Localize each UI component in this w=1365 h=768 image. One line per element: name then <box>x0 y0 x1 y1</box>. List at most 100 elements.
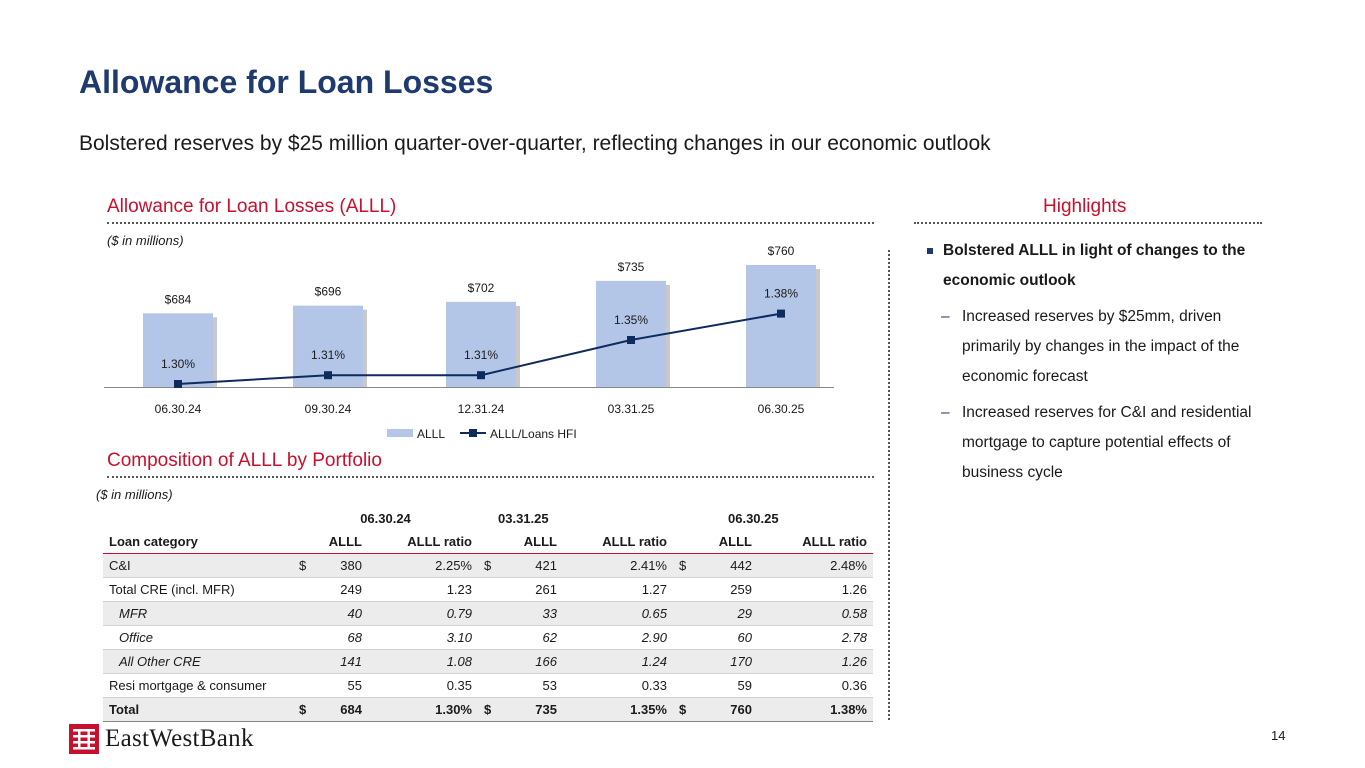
table-cell-ratio: 0.79 <box>368 601 478 626</box>
page-number: 14 <box>1271 728 1286 743</box>
highlights-list: Bolstered ALLL in light of changes to th… <box>917 236 1262 488</box>
table-cell-ratio: 1.35% <box>563 697 673 722</box>
legend-label-alll: ALLL <box>417 427 445 441</box>
table-row: Total $684 1.30% $735 1.35% $760 1.38% <box>103 697 873 722</box>
cell-value: 760 <box>730 702 752 717</box>
table-cell-ratio: 3.10 <box>368 625 478 650</box>
table-cell-alll: 55 <box>293 673 368 698</box>
period-header: 03.31.25 <box>498 511 549 526</box>
line-marker <box>477 371 485 380</box>
table-cell-alll: 68 <box>293 625 368 650</box>
currency-sign: $ <box>299 558 307 573</box>
row-label: C&I <box>103 553 293 578</box>
currency-sign: $ <box>484 702 492 717</box>
legend-label-ratio: ALLL/Loans HFI <box>490 427 577 441</box>
highlight-sub-item: – Increased reserves by $25mm, driven pr… <box>917 302 1262 392</box>
chart-units-label: ($ in millions) <box>107 233 184 248</box>
table-cell-ratio: 0.65 <box>563 601 673 626</box>
highlights-divider <box>914 222 1262 224</box>
logo-mark-icon <box>69 724 99 754</box>
table-cell-ratio: 1.26 <box>758 577 873 602</box>
chart-section-heading: Allowance for Loan Losses (ALLL) <box>107 196 397 217</box>
table-cell-ratio: 0.36 <box>758 673 873 698</box>
table-cell-ratio: 1.27 <box>563 577 673 602</box>
bar-value-label: $760 <box>768 244 795 258</box>
bar-value-label: $702 <box>468 281 495 295</box>
table-cell-alll: 249 <box>293 577 368 602</box>
highlight-sub-text: Increased reserves by $25mm, driven prim… <box>962 308 1240 385</box>
bar-alll <box>143 313 213 387</box>
table-cell-alll: 170 <box>673 649 758 674</box>
table-cell-alll: $421 <box>478 553 563 578</box>
cell-value: 421 <box>535 558 557 573</box>
table-cell-ratio: 2.78 <box>758 625 873 650</box>
line-marker <box>174 380 182 388</box>
line-value-label: 1.38% <box>764 287 798 301</box>
table-cell-alll: $442 <box>673 553 758 578</box>
table-cell-ratio: 0.58 <box>758 601 873 626</box>
table-row: MFR 40 0.79 33 0.65 29 0.58 <box>103 601 873 626</box>
column-header: ALLL ratio <box>758 530 873 554</box>
column-header: ALLL <box>478 530 563 554</box>
row-label: Total CRE (incl. MFR) <box>103 577 293 602</box>
bar-value-label: $696 <box>315 285 342 299</box>
column-header: Loan category <box>103 530 293 554</box>
table-cell-ratio: 2.90 <box>563 625 673 650</box>
table-period-row: 06.30.24 03.31.25 06.30.25 <box>103 507 873 530</box>
row-label: MFR <box>103 601 293 626</box>
x-tick-label: 06.30.24 <box>155 402 202 416</box>
table-cell-alll: 166 <box>478 649 563 674</box>
cell-value: 380 <box>340 558 362 573</box>
table-cell-alll: 261 <box>478 577 563 602</box>
table-cell-ratio: 0.33 <box>563 673 673 698</box>
table-cell-alll: 29 <box>673 601 758 626</box>
table-section-divider <box>107 476 874 478</box>
table-row: Office 68 3.10 62 2.90 60 2.78 <box>103 625 873 650</box>
allll-composition-table: 06.30.24 03.31.25 06.30.25 Loan category… <box>103 507 873 722</box>
x-tick-label: 06.30.25 <box>758 402 805 416</box>
currency-sign: $ <box>484 558 492 573</box>
currency-sign: $ <box>679 558 687 573</box>
period-header: 06.30.25 <box>728 511 779 526</box>
vertical-divider <box>888 250 890 720</box>
chart-section-divider <box>107 222 874 224</box>
bar-alll <box>746 265 816 387</box>
column-header: ALLL ratio <box>563 530 673 554</box>
currency-sign: $ <box>679 702 687 717</box>
alll-combo-chart: $684 06.30.24 $696 09.30.24 $702 12.31.24 $735… <box>104 244 834 441</box>
bar-value-label: $735 <box>618 260 645 274</box>
table-cell-alll: 60 <box>673 625 758 650</box>
table-cell-ratio: 1.38% <box>758 697 873 722</box>
table-header-row: Loan category ALLL ALLL ratio ALLL ALLL … <box>103 530 873 554</box>
table-cell-ratio: 2.25% <box>368 553 478 578</box>
highlights-heading: Highlights <box>1043 196 1127 217</box>
table-row: C&I $380 2.25% $421 2.41% $442 2.48% <box>103 553 873 578</box>
table-cell-ratio: 2.41% <box>563 553 673 578</box>
x-tick-label: 09.30.24 <box>305 402 352 416</box>
period-header: 06.30.24 <box>360 511 411 526</box>
column-header: ALLL <box>673 530 758 554</box>
square-bullet-icon <box>927 248 933 254</box>
eastwest-logo: EastWestBank <box>69 724 254 754</box>
page-subtitle: Bolstered reserves by $25 million quarte… <box>79 132 991 155</box>
table-cell-ratio: 0.35 <box>368 673 478 698</box>
table-cell-ratio: 2.48% <box>758 553 873 578</box>
table-cell-alll: $735 <box>478 697 563 722</box>
line-marker <box>627 336 635 344</box>
table-cell-ratio: 1.08 <box>368 649 478 674</box>
table-cell-ratio: 1.24 <box>563 649 673 674</box>
table-cell-alll: 40 <box>293 601 368 626</box>
column-header: ALLL ratio <box>368 530 478 554</box>
highlight-sub-item: – Increased reserves for C&I and residen… <box>917 398 1262 488</box>
dash-icon: – <box>941 308 950 325</box>
table-row: Resi mortgage & consumer 55 0.35 53 0.33 59 0.… <box>103 673 873 698</box>
highlight-bullet: Bolstered ALLL in light of changes to th… <box>917 236 1262 296</box>
x-tick-label: 03.31.25 <box>608 402 655 416</box>
table-section-heading: Composition of ALLL by Portfolio <box>107 450 382 471</box>
dash-icon: – <box>941 404 950 421</box>
logo-text: EastWestBank <box>105 725 254 752</box>
row-label: All Other CRE <box>103 649 293 674</box>
highlight-sub-text: Increased reserves for C&I and residenti… <box>962 404 1252 481</box>
table-cell-alll: 59 <box>673 673 758 698</box>
table-cell-ratio: 1.30% <box>368 697 478 722</box>
